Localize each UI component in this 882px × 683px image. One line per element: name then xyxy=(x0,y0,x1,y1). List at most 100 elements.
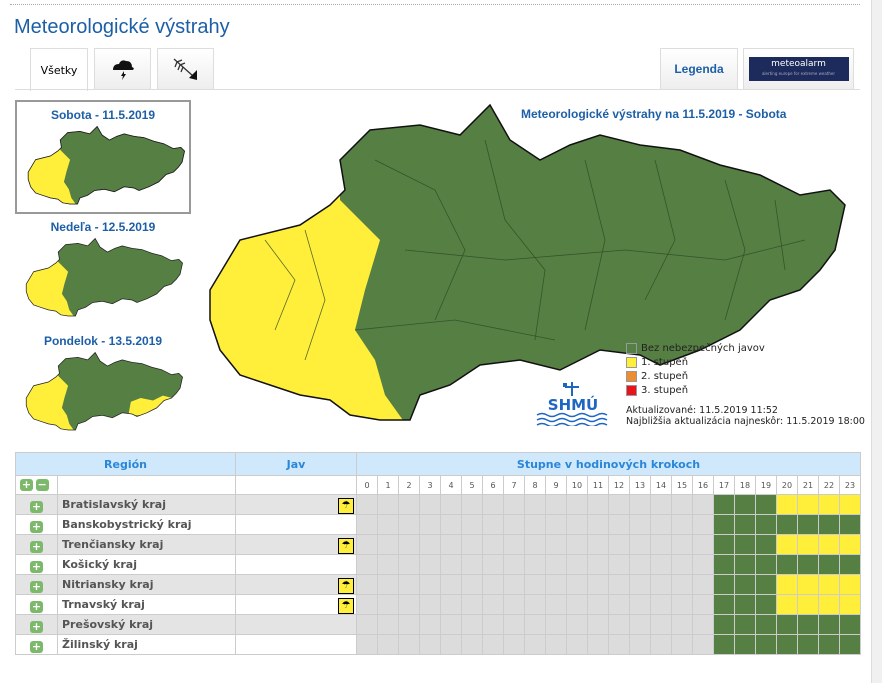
hour-level-cell xyxy=(671,634,693,655)
tab-all[interactable]: Všetky xyxy=(30,48,88,91)
table-row[interactable]: + Nitriansky kraj ☂ xyxy=(15,574,861,595)
hour-level-cell xyxy=(398,514,420,535)
hour-level-cell xyxy=(713,634,735,655)
hour-level-cell xyxy=(419,594,441,615)
expand-button[interactable]: + xyxy=(30,500,43,513)
table-row[interactable]: + Trenčiansky kraj ☂ xyxy=(15,534,861,555)
umbrella-rain-icon[interactable]: ☂ xyxy=(338,597,354,614)
hour-level-cell xyxy=(713,594,735,615)
table-row[interactable]: + Žilinský kraj xyxy=(15,634,861,655)
region-name[interactable]: Bratislavský kraj xyxy=(57,494,236,515)
legend-swatch xyxy=(626,356,637,368)
hour-label: 17 xyxy=(713,475,735,495)
hour-level-cell xyxy=(671,594,693,615)
tab-all-label: Všetky xyxy=(40,63,78,77)
hour-level-cell xyxy=(650,514,672,535)
expand-cell: + xyxy=(15,514,58,535)
hour-level-cell xyxy=(776,534,798,555)
expand-button[interactable]: + xyxy=(30,580,43,593)
warning-map[interactable] xyxy=(205,100,855,430)
table-row[interactable]: + Bratislavský kraj ☂ xyxy=(15,494,861,515)
hour-label: 13 xyxy=(629,475,651,495)
expand-button[interactable]: + xyxy=(30,540,43,553)
region-name[interactable]: Trnavský kraj xyxy=(57,594,236,615)
day-thumb-sunday[interactable]: Nedeľa - 12.5.2019 xyxy=(15,214,191,328)
meteoalarm-link[interactable]: meteoalarm alerting europe for extreme we… xyxy=(743,48,854,89)
table-row[interactable]: + Košický kraj xyxy=(15,554,861,575)
hour-level-cell xyxy=(503,494,525,515)
umbrella-rain-icon[interactable]: ☂ xyxy=(338,537,354,554)
table-row[interactable]: + Prešovský kraj xyxy=(15,614,861,635)
meteoalarm-logo: meteoalarm alerting europe for extreme we… xyxy=(748,57,849,81)
region-name[interactable]: Banskobystrický kraj xyxy=(57,514,236,535)
hour-level-cell xyxy=(797,574,819,595)
hour-level-cell xyxy=(608,514,630,535)
tab-wind[interactable] xyxy=(157,48,214,89)
hour-level-cell xyxy=(566,494,588,515)
hour-level-cell xyxy=(503,614,525,635)
hour-level-cell xyxy=(419,514,441,535)
region-name[interactable]: Žilinský kraj xyxy=(57,634,236,655)
expand-button[interactable]: + xyxy=(30,600,43,613)
table-row[interactable]: + Banskobystrický kraj xyxy=(15,514,861,535)
hour-level-cell xyxy=(587,614,609,635)
blank-cell xyxy=(57,475,236,495)
expand-button[interactable]: + xyxy=(30,560,43,573)
expand-all-button[interactable]: + xyxy=(20,478,33,491)
day-thumb-saturday[interactable]: Sobota - 11.5.2019 xyxy=(15,100,191,214)
hour-level-cell xyxy=(461,534,483,555)
region-name[interactable]: Trenčiansky kraj xyxy=(57,534,236,555)
hour-level-cell xyxy=(734,634,756,655)
hour-level-cell xyxy=(566,594,588,615)
page-title: Meteorologické výstrahy xyxy=(14,16,230,38)
hour-level-cell xyxy=(503,594,525,615)
hour-label: 10 xyxy=(566,475,588,495)
hour-level-cell xyxy=(440,574,462,595)
hour-level-cell xyxy=(650,494,672,515)
day-thumb-monday[interactable]: Pondelok - 13.5.2019 xyxy=(15,328,191,442)
legend-swatch xyxy=(626,384,637,396)
collapse-all-button[interactable]: − xyxy=(35,478,49,491)
blank-cell xyxy=(235,475,357,495)
hour-level-cell xyxy=(734,554,756,575)
region-name[interactable]: Prešovský kraj xyxy=(57,614,236,635)
jav-cell xyxy=(235,634,357,655)
hour-level-cell xyxy=(566,634,588,655)
map-title: Meteorologické výstrahy na 11.5.2019 - S… xyxy=(521,107,787,121)
hour-level-cell xyxy=(566,534,588,555)
scrollbar[interactable] xyxy=(871,0,882,683)
day-label: Pondelok - 13.5.2019 xyxy=(43,334,163,348)
hour-label: 21 xyxy=(797,475,819,495)
hour-level-cell xyxy=(629,634,651,655)
hour-level-cell xyxy=(839,574,861,595)
jav-cell: ☂ xyxy=(235,534,357,555)
hour-level-cell xyxy=(377,574,399,595)
hour-level-cell xyxy=(797,614,819,635)
hour-label: 23 xyxy=(839,475,861,495)
umbrella-rain-icon[interactable]: ☂ xyxy=(338,577,354,594)
table-row[interactable]: + Trnavský kraj ☂ xyxy=(15,594,861,615)
expand-button[interactable]: + xyxy=(30,640,43,653)
hour-level-cell xyxy=(755,614,777,635)
expand-button[interactable]: + xyxy=(30,520,43,533)
region-name[interactable]: Nitriansky kraj xyxy=(57,574,236,595)
hour-level-cell xyxy=(356,494,378,515)
hour-level-cell xyxy=(608,634,630,655)
hours-header: Stupne v hodinových krokoch xyxy=(356,452,861,476)
top-divider xyxy=(10,4,860,5)
hour-level-cell xyxy=(440,534,462,555)
tab-thunderstorm[interactable] xyxy=(94,48,151,89)
region-name[interactable]: Košický kraj xyxy=(57,554,236,575)
hour-level-cell xyxy=(356,554,378,575)
hour-level-cell xyxy=(419,554,441,575)
hour-level-cell xyxy=(377,514,399,535)
day-label: Nedeľa - 12.5.2019 xyxy=(50,220,156,234)
hour-level-cell xyxy=(356,614,378,635)
legend-swatch xyxy=(626,370,637,382)
expand-button[interactable]: + xyxy=(30,620,43,633)
hour-level-cell xyxy=(482,554,504,575)
umbrella-rain-icon[interactable]: ☂ xyxy=(338,497,354,514)
hour-level-cell xyxy=(629,574,651,595)
legend-tab[interactable]: Legenda xyxy=(660,48,738,89)
legend-item: 3. stupeň xyxy=(626,383,765,397)
